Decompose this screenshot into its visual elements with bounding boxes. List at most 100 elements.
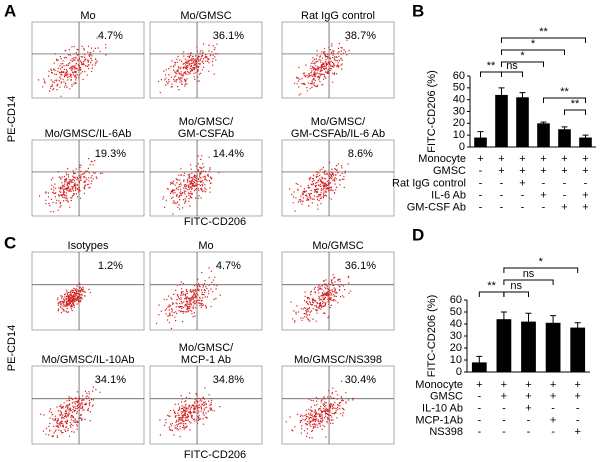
- event-cloud: [37, 37, 107, 97]
- condition-sign: +: [519, 177, 525, 189]
- event-cloud: [162, 155, 220, 215]
- condition-sign: +: [550, 391, 556, 403]
- condition-sign: -: [576, 414, 580, 426]
- condition-sign: +: [540, 153, 546, 165]
- condition-sign: +: [574, 379, 580, 391]
- condition-sign: -: [479, 190, 483, 202]
- bar: [521, 321, 536, 372]
- error-bar: [525, 312, 532, 331]
- x-axis-label: FITC-CD206: [184, 216, 246, 228]
- condition-sign: +: [574, 391, 580, 403]
- condition-label: Rat IgG control: [392, 177, 466, 189]
- condition-sign: -: [502, 414, 506, 426]
- plot-title: Mo: [80, 10, 95, 22]
- plot-title: Mo/GMSC/NS398: [294, 354, 382, 366]
- y-axis-label: PE-CD14: [6, 96, 18, 142]
- significance-bracket: [501, 61, 544, 67]
- significance-bracket: [501, 49, 565, 55]
- condition-sign: +: [582, 202, 588, 214]
- plot-title: Mo/GMSC: [312, 240, 363, 252]
- significance-label: ns: [510, 280, 522, 292]
- condition-sign: -: [500, 177, 504, 189]
- event-cloud: [40, 386, 101, 438]
- condition-label: GMSC: [433, 165, 466, 177]
- condition-sign: +: [582, 153, 588, 165]
- percent-label: 4.7%: [216, 260, 241, 272]
- event-cloud: [285, 380, 354, 439]
- y-tick-label: 0: [456, 366, 462, 378]
- condition-sign: -: [527, 414, 531, 426]
- condition-sign: +: [582, 165, 588, 177]
- significance-label: *: [520, 50, 525, 62]
- condition-label: NS398: [429, 426, 463, 438]
- percent-label: 14.4%: [213, 148, 244, 160]
- error-bar: [561, 126, 568, 133]
- y-tick-label: 30: [453, 105, 465, 117]
- error-bar: [477, 131, 484, 144]
- condition-sign: -: [500, 190, 504, 202]
- condition-sign: -: [542, 177, 546, 189]
- error-bar: [476, 355, 483, 369]
- significance-label: **: [487, 60, 496, 72]
- event-cloud: [294, 39, 350, 96]
- error-bar: [550, 315, 557, 331]
- error-bar: [574, 322, 581, 333]
- condition-sign: +: [561, 153, 567, 165]
- plot-title: MCP-1 Ab: [181, 354, 231, 366]
- error-bar: [540, 121, 547, 126]
- condition-sign: +: [498, 165, 504, 177]
- error-bar: [519, 92, 526, 103]
- event-cloud: [159, 387, 221, 438]
- condition-sign: +: [540, 190, 546, 202]
- percent-label: 36.1%: [213, 30, 244, 42]
- y-tick-label: 50: [450, 306, 462, 318]
- condition-sign: +: [525, 391, 531, 403]
- panel-letter: C: [4, 233, 16, 252]
- condition-sign: +: [519, 153, 525, 165]
- condition-label: Monocyte: [418, 153, 466, 165]
- condition-sign: -: [477, 414, 481, 426]
- significance-bracket: [503, 279, 554, 285]
- condition-sign: -: [502, 426, 506, 438]
- condition-sign: -: [551, 403, 555, 415]
- significance-label: **: [539, 26, 548, 38]
- event-cloud: [39, 158, 103, 213]
- condition-sign: +: [561, 165, 567, 177]
- error-bar: [582, 134, 589, 141]
- plot-title: Mo/GMSC: [180, 10, 231, 22]
- bar: [558, 129, 571, 147]
- y-axis-label: FITC-CD206 (%): [426, 70, 438, 153]
- condition-sign: -: [477, 391, 481, 403]
- condition-label: MCP-1Ab: [415, 414, 463, 426]
- condition-label: Monocyte: [415, 379, 463, 391]
- condition-sign: -: [521, 190, 525, 202]
- event-cloud: [289, 162, 349, 212]
- y-tick-label: 10: [450, 354, 462, 366]
- significance-bracket: [503, 267, 579, 273]
- condition-sign: +: [574, 426, 580, 438]
- condition-sign: +: [477, 153, 483, 165]
- y-tick-label: 60: [453, 70, 465, 82]
- significance-bracket: [501, 37, 586, 43]
- y-axis-label: PE-CD14: [6, 325, 18, 371]
- condition-sign: -: [479, 202, 483, 214]
- plot-title: GM-CSFAb: [178, 128, 234, 140]
- percent-label: 8.6%: [348, 148, 373, 160]
- event-cloud: [290, 274, 352, 323]
- y-tick-label: 10: [453, 129, 465, 141]
- y-tick-label: 50: [453, 82, 465, 94]
- significance-bracket: [503, 291, 529, 297]
- flow-plot-frame: [149, 365, 263, 445]
- percent-label: 38.7%: [345, 30, 376, 42]
- bar: [495, 94, 508, 147]
- condition-sign: +: [519, 165, 525, 177]
- condition-sign: +: [498, 153, 504, 165]
- panel-letter: D: [412, 225, 424, 244]
- panel-letter: A: [4, 1, 16, 20]
- condition-sign: +: [501, 391, 507, 403]
- y-tick-label: 20: [450, 342, 462, 354]
- error-bar: [500, 311, 507, 327]
- significance-bracket: [478, 291, 505, 297]
- bar: [496, 319, 512, 372]
- significance-label: *: [539, 256, 544, 268]
